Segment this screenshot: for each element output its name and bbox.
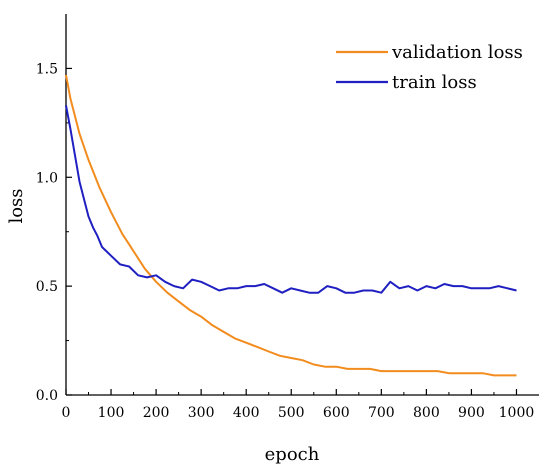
y-tick-label: 0.5	[36, 279, 58, 295]
x-tick-label: 1000	[499, 405, 535, 421]
y-tick-label: 1.0	[36, 170, 58, 186]
train-loss-line	[65, 105, 517, 294]
legend-label: train loss	[392, 72, 477, 93]
y-ticks: 0.0 0.5 1.0 1.5	[36, 61, 72, 404]
x-tick-label: 300	[188, 405, 215, 421]
x-tick-label: 900	[458, 405, 485, 421]
x-tick-label: 500	[278, 405, 305, 421]
legend: validation loss train loss	[336, 42, 523, 93]
series-lines	[65, 74, 517, 377]
x-tick-label: 400	[233, 405, 260, 421]
x-tick-label: 200	[143, 405, 170, 421]
x-axis-title: epoch	[265, 444, 320, 465]
y-tick-label: 1.5	[36, 61, 58, 77]
legend-label: validation loss	[391, 42, 523, 63]
x-tick-label: 0	[62, 405, 71, 421]
x-tick-label: 100	[98, 405, 125, 421]
x-tick-label: 700	[368, 405, 395, 421]
x-ticks: 0 100 200 300 400 500 600 700 800 900 1000	[62, 389, 535, 421]
y-tick-label: 0.0	[36, 388, 58, 404]
x-tick-label: 800	[413, 405, 440, 421]
y-axis-title: loss	[6, 188, 27, 223]
x-tick-label: 600	[323, 405, 350, 421]
validation-loss-line	[65, 74, 517, 377]
